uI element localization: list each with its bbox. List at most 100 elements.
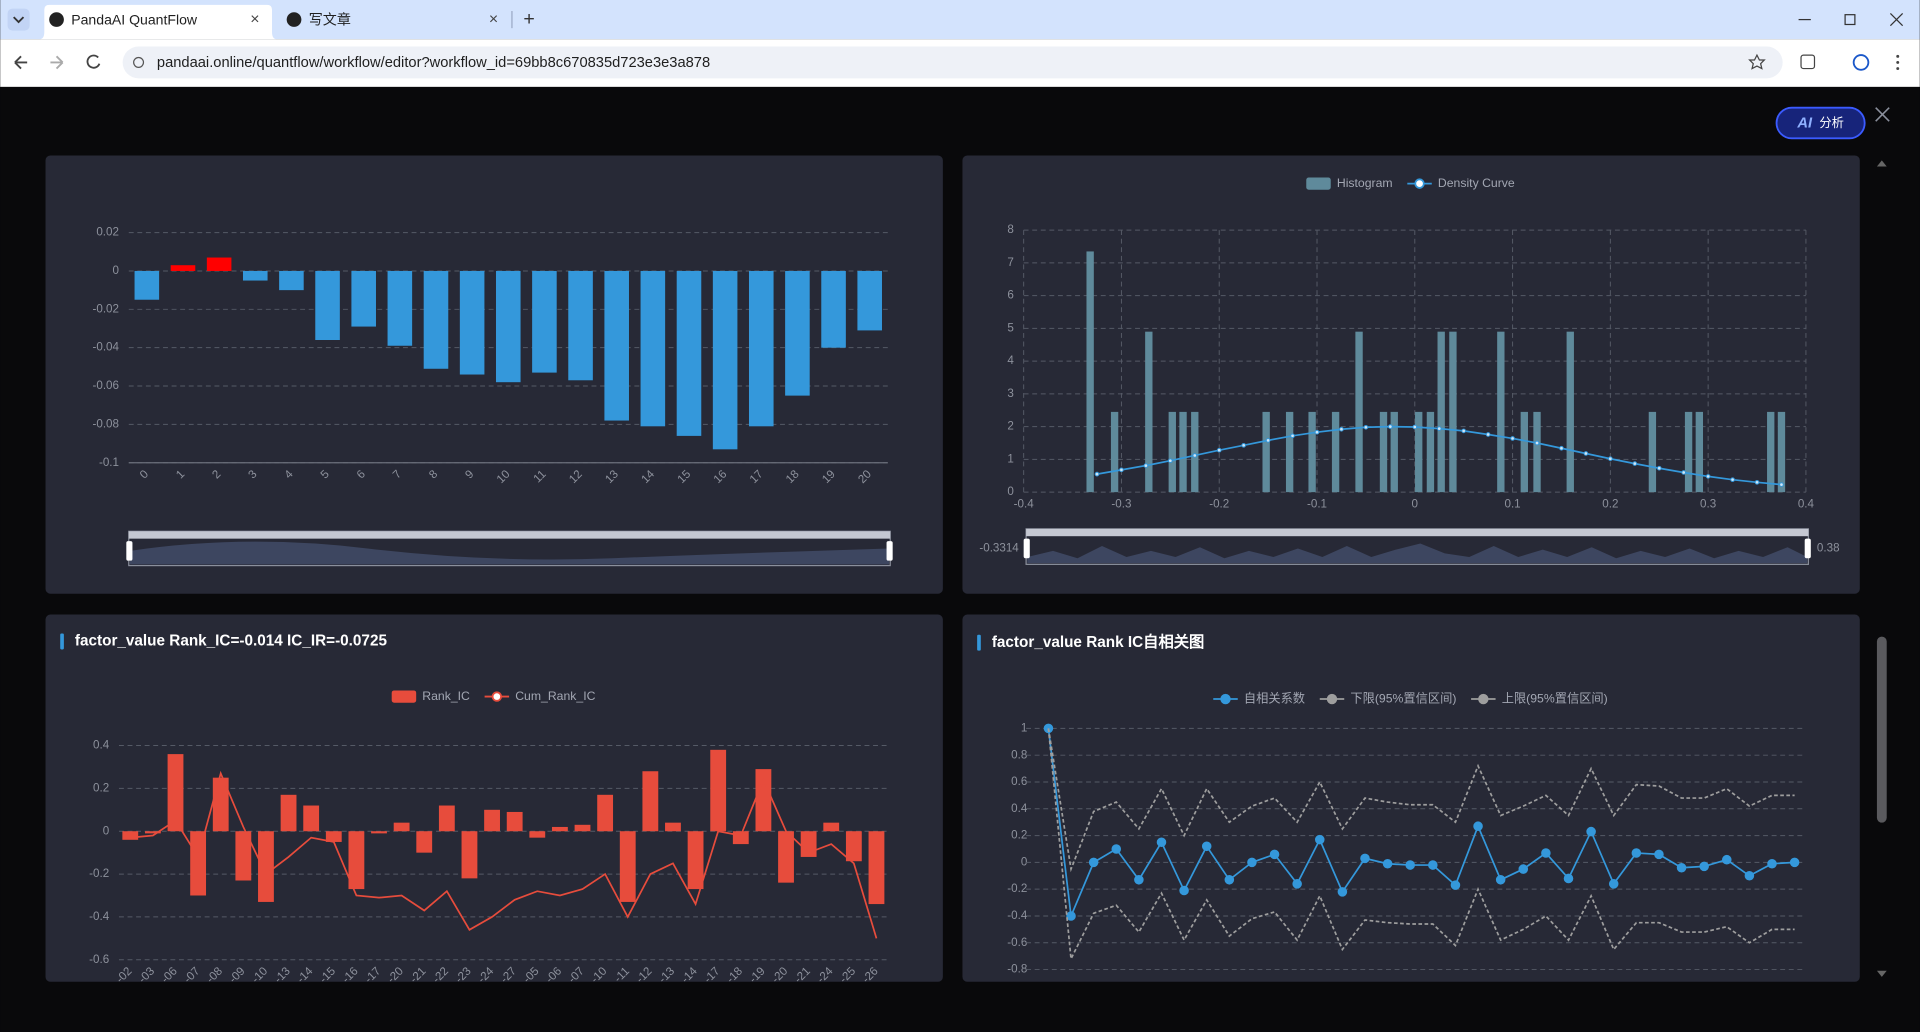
- y-tick-label: -0.06: [93, 379, 119, 392]
- back[interactable]: [14, 55, 28, 70]
- scroll-up[interactable]: [1876, 160, 1887, 167]
- x-tick-label: 0.4: [1798, 497, 1815, 510]
- bar: [1168, 411, 1176, 493]
- scroll-down[interactable]: [1876, 970, 1887, 977]
- bar: [1437, 331, 1445, 493]
- zoom-bar: [128, 531, 891, 539]
- bar: [785, 270, 810, 396]
- bar: [170, 265, 196, 271]
- bar: [351, 270, 376, 327]
- point: [1360, 853, 1370, 864]
- point: [1168, 458, 1173, 464]
- ai-analyze-button[interactable]: [1775, 106, 1866, 140]
- tab-active[interactable]: [39, 4, 277, 40]
- x-tick-label: 0.1: [1505, 497, 1521, 510]
- point: [1730, 477, 1735, 483]
- bar: [122, 831, 139, 840]
- ai-label: 分析: [1819, 116, 1843, 130]
- bookmark[interactable]: [1748, 53, 1766, 70]
- bar: [676, 270, 702, 436]
- bar: [1308, 411, 1316, 493]
- y-tick-label: 1: [1007, 452, 1013, 465]
- legend-label: Density Curve: [1438, 176, 1515, 190]
- bar: [845, 831, 862, 862]
- close-overlay[interactable]: [1875, 107, 1890, 122]
- bar: [423, 270, 449, 369]
- chart: factor_value Rank_IC=-0.014 IC_IR=-0.072…: [60, 633, 888, 982]
- y-tick-label: 7: [1007, 256, 1013, 269]
- point: [1290, 433, 1295, 439]
- point: [1583, 451, 1589, 456]
- bar: [134, 270, 160, 300]
- bar: [755, 769, 772, 832]
- address-bar[interactable]: [122, 46, 1783, 79]
- y-tick-label: -0.8: [1007, 963, 1027, 976]
- point: [1337, 887, 1348, 897]
- point: [1134, 875, 1144, 885]
- x-tick-label: 0.3: [1700, 497, 1716, 510]
- y-tick-label: 0.2: [93, 781, 109, 794]
- bar: [1415, 411, 1423, 493]
- point: [1156, 837, 1167, 848]
- bar: [242, 270, 268, 281]
- zoom-handle[interactable]: [1804, 538, 1811, 559]
- restore[interactable]: [1844, 14, 1856, 26]
- forward[interactable]: [50, 55, 64, 70]
- bar: [190, 831, 207, 896]
- profile[interactable]: [1852, 54, 1870, 71]
- y-tick-label: -0.6: [89, 953, 109, 966]
- reload[interactable]: [86, 54, 101, 69]
- point: [1241, 442, 1246, 448]
- bar: [461, 831, 478, 879]
- bar: [484, 809, 500, 832]
- y-tick-label: -0.2: [89, 867, 109, 880]
- bar: [325, 831, 342, 842]
- point: [1485, 432, 1491, 437]
- bar: [438, 805, 455, 832]
- bar: [258, 831, 274, 902]
- legend-label: 下限(95%置信区间): [1350, 691, 1456, 705]
- bar: [710, 749, 727, 832]
- tab-strip: [0, 0, 1920, 40]
- extensions[interactable]: [1800, 54, 1816, 70]
- scroll-thumb[interactable]: [1876, 636, 1887, 823]
- legend-label: 自相关系数: [1244, 690, 1305, 705]
- tab-title[interactable]: 写文章: [309, 12, 351, 28]
- y-tick-label: 0.4: [93, 739, 110, 752]
- bar: [1533, 411, 1541, 493]
- bar: [640, 270, 666, 427]
- y-tick-label: -0.4: [1007, 909, 1028, 922]
- bar: [732, 831, 749, 845]
- bar: [393, 822, 410, 832]
- y-tick-label: 0: [113, 264, 119, 277]
- new-tab[interactable]: +: [523, 8, 534, 30]
- bar: [235, 831, 252, 881]
- zoom-handle[interactable]: [886, 541, 893, 561]
- title-accent: [60, 633, 64, 650]
- bar: [868, 831, 885, 905]
- bar: [1648, 411, 1657, 493]
- tab-close[interactable]: ×: [489, 11, 498, 28]
- tab-close[interactable]: ×: [250, 11, 259, 28]
- y-tick-label: -0.6: [1007, 936, 1027, 949]
- bar: [371, 831, 387, 834]
- title-accent: [977, 634, 981, 651]
- bar: [597, 794, 614, 832]
- chart: factor_value Rank IC自相关图 1 0.8 0.6 0.4 0.2 0 -0…: [977, 633, 1806, 976]
- close-window[interactable]: [1889, 13, 1904, 27]
- menu[interactable]: [1896, 54, 1900, 58]
- bar: [459, 270, 485, 375]
- zoom-handle[interactable]: [1023, 538, 1030, 559]
- tab-search[interactable]: [7, 8, 30, 31]
- chart-panel: [962, 155, 1860, 594]
- point: [1314, 834, 1325, 845]
- y-tick-label: 0: [1021, 855, 1027, 868]
- site-info[interactable]: [133, 56, 145, 68]
- y-tick-label: 0.2: [1011, 829, 1027, 842]
- zoom-label: -0.3314: [979, 542, 1019, 555]
- y-tick-label: 1: [1021, 721, 1027, 734]
- zoom-handle[interactable]: [126, 541, 133, 561]
- bar: [1777, 411, 1786, 493]
- point: [1767, 858, 1777, 869]
